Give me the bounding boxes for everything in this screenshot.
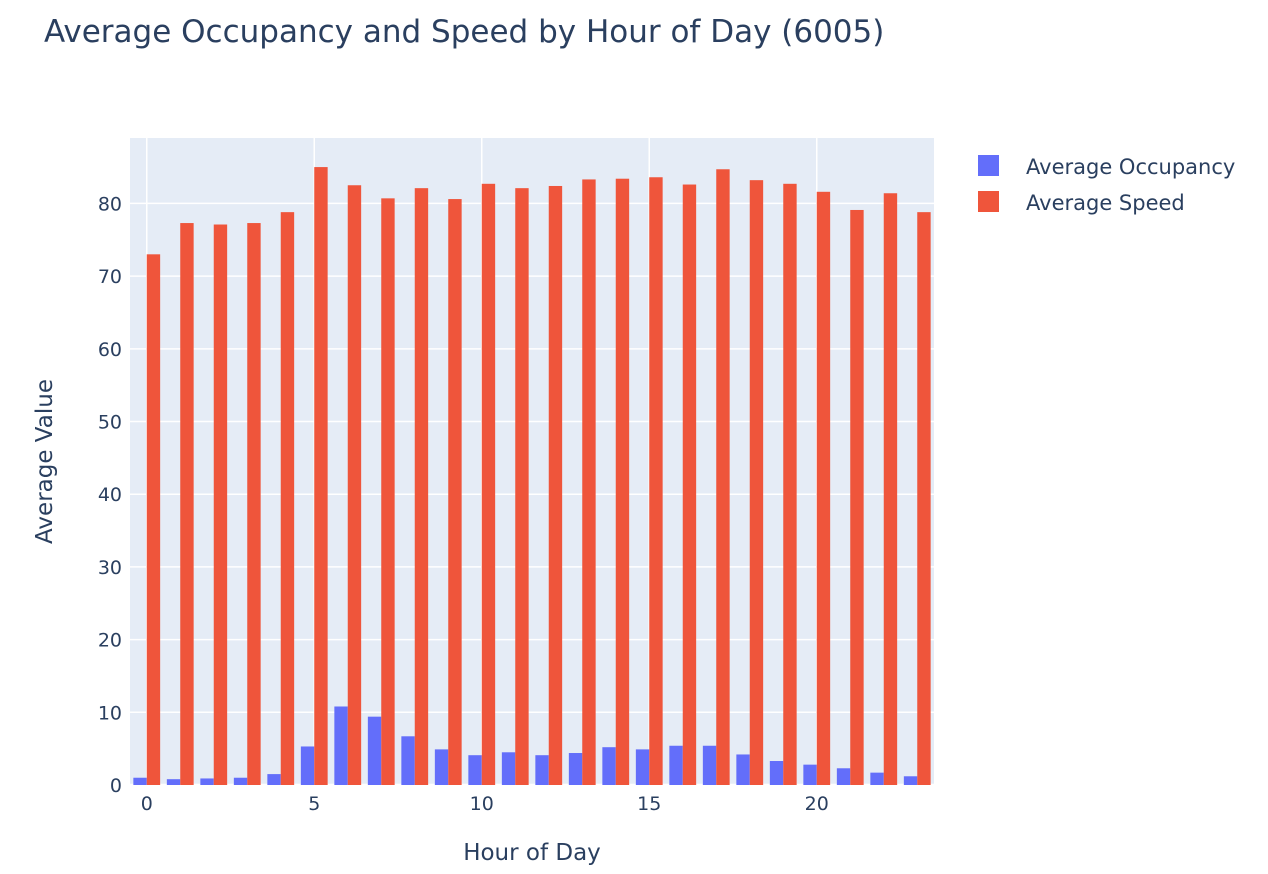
bar-average-occupancy xyxy=(434,749,449,785)
bar-average-speed xyxy=(682,184,697,785)
y-tick-label: 30 xyxy=(98,557,122,579)
bars xyxy=(133,167,931,786)
bar-average-occupancy xyxy=(736,754,750,785)
bar-average-speed xyxy=(381,198,395,785)
bar-average-occupancy xyxy=(334,706,348,785)
x-axis-title: Hour of Day xyxy=(463,840,601,866)
y-tick-label: 0 xyxy=(110,775,122,797)
bar-average-speed xyxy=(347,185,362,785)
y-tick-label: 60 xyxy=(98,339,122,361)
bar-average-speed xyxy=(615,178,630,786)
bar-average-occupancy xyxy=(501,752,516,785)
bar-average-speed xyxy=(180,223,194,785)
bar-average-occupancy xyxy=(769,761,784,785)
bar-average-occupancy xyxy=(836,768,851,785)
y-axis-title: Average Value xyxy=(32,379,58,544)
chart-title: Average Occupancy and Speed by Hour of D… xyxy=(44,14,885,50)
bar-average-speed xyxy=(314,167,328,785)
bar-average-occupancy xyxy=(903,776,918,785)
bar-average-occupancy xyxy=(233,777,248,785)
legend[interactable]: Average Occupancy Average Speed xyxy=(978,155,1235,215)
bar-average-speed xyxy=(749,180,764,785)
legend-swatch[interactable] xyxy=(978,191,999,212)
y-tick-label: 10 xyxy=(98,702,122,724)
y-tick-label: 20 xyxy=(98,630,122,652)
bar-average-occupancy xyxy=(602,747,616,785)
bar-average-speed xyxy=(548,185,563,785)
bar-average-occupancy xyxy=(535,755,549,785)
y-axis-ticks: 0 10 20 30 40 50 60 70 80 xyxy=(98,193,122,797)
x-tick-label: 5 xyxy=(308,793,320,815)
y-tick-label: 80 xyxy=(98,193,122,215)
bar-average-occupancy xyxy=(133,777,147,785)
bar-average-speed xyxy=(146,254,161,786)
legend-label[interactable]: Average Occupancy xyxy=(1026,155,1235,179)
bar-average-occupancy xyxy=(468,755,482,785)
x-tick-label: 20 xyxy=(805,793,829,815)
bar-average-occupancy xyxy=(669,745,683,785)
y-tick-label: 50 xyxy=(98,412,122,434)
bar-average-speed xyxy=(716,169,730,786)
bar-average-speed xyxy=(582,179,596,785)
bar-average-speed xyxy=(850,209,864,785)
bar-average-speed xyxy=(414,188,429,786)
bar-average-occupancy xyxy=(568,753,583,785)
bar-average-occupancy xyxy=(300,746,315,785)
bar-average-speed xyxy=(247,223,261,785)
bar-average-speed xyxy=(213,224,228,786)
x-tick-label: 10 xyxy=(470,793,494,815)
x-axis-ticks: 0 5 10 15 20 xyxy=(141,793,829,815)
bar-average-occupancy xyxy=(401,736,415,785)
bar-average-speed xyxy=(481,183,496,785)
y-tick-label: 40 xyxy=(98,484,122,506)
bar-average-speed xyxy=(515,188,529,786)
x-tick-label: 15 xyxy=(637,793,661,815)
bar-average-occupancy xyxy=(367,716,382,785)
legend-swatch[interactable] xyxy=(978,155,999,176)
x-tick-label: 0 xyxy=(141,793,153,815)
bar-average-speed xyxy=(917,212,931,785)
bar-average-occupancy xyxy=(200,778,214,785)
bar-average-occupancy xyxy=(870,772,884,785)
y-tick-label: 70 xyxy=(98,266,122,288)
bar-average-occupancy xyxy=(166,779,181,785)
bar-average-speed xyxy=(649,177,663,786)
bar-average-speed xyxy=(816,191,831,785)
legend-label[interactable]: Average Speed xyxy=(1026,191,1185,215)
bar-average-speed xyxy=(448,199,462,785)
bar-average-occupancy xyxy=(267,774,281,785)
plot-area xyxy=(130,138,934,785)
bar-average-speed xyxy=(280,212,295,785)
bar-average-occupancy xyxy=(635,749,650,785)
bar-average-speed xyxy=(883,193,898,785)
bar-average-speed xyxy=(783,183,797,785)
bar-average-occupancy xyxy=(702,745,717,785)
bar-average-occupancy xyxy=(803,764,817,785)
